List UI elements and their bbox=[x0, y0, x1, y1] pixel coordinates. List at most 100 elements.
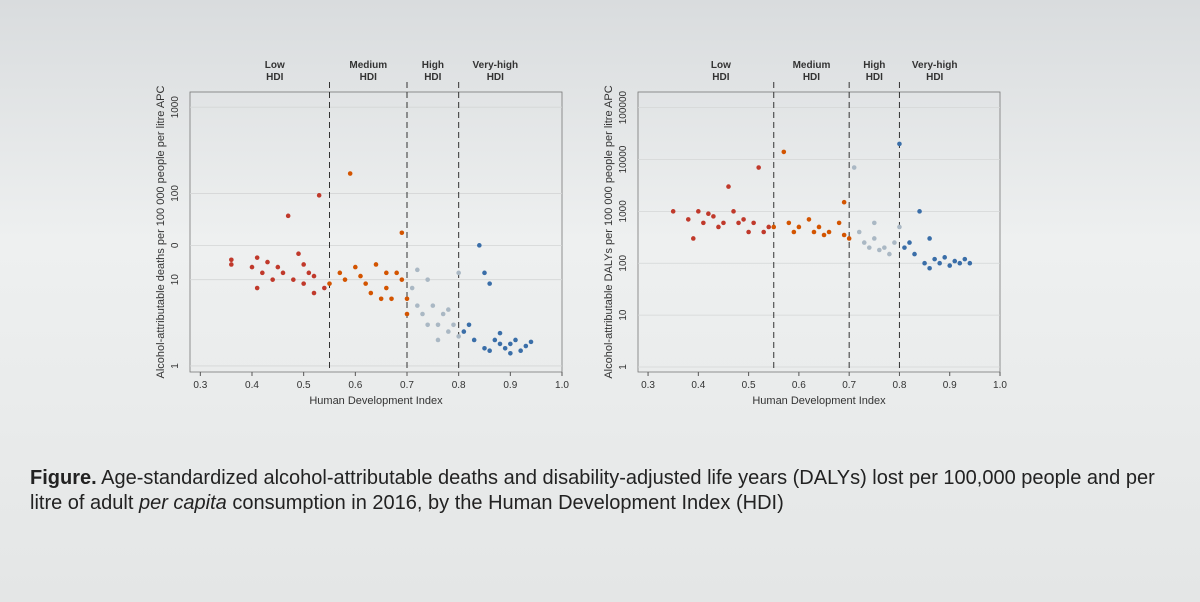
point bbox=[296, 251, 301, 257]
x-axis-label: Human Development Index bbox=[309, 395, 443, 407]
x-tick-label: 0.3 bbox=[641, 380, 655, 391]
point bbox=[466, 322, 472, 328]
point bbox=[942, 255, 947, 260]
point bbox=[736, 220, 741, 226]
region-label: Medium bbox=[793, 60, 831, 71]
point bbox=[492, 337, 498, 343]
x-tick-label: 0.9 bbox=[943, 380, 957, 391]
point bbox=[846, 236, 852, 241]
point bbox=[482, 346, 487, 351]
plot-area bbox=[189, 91, 563, 373]
region-label: Very-high bbox=[473, 60, 519, 71]
point bbox=[781, 149, 787, 155]
point bbox=[373, 262, 379, 267]
point bbox=[487, 348, 492, 354]
point bbox=[487, 281, 492, 286]
point bbox=[937, 260, 942, 266]
x-tick-label: 0.7 bbox=[842, 380, 856, 391]
region-label: High bbox=[422, 60, 444, 71]
point bbox=[523, 343, 529, 349]
point bbox=[435, 337, 441, 343]
point bbox=[821, 232, 827, 238]
x-axis-label: Human Development Index bbox=[752, 395, 886, 407]
plot-area bbox=[637, 91, 1001, 373]
caption-text: consumption in 2016, by the Human Develo… bbox=[226, 492, 784, 514]
point bbox=[270, 277, 275, 282]
point bbox=[322, 285, 327, 291]
point bbox=[502, 346, 508, 351]
y-tick-label: 100000 bbox=[618, 90, 629, 124]
point bbox=[766, 224, 772, 230]
caption-label: Figure. bbox=[30, 467, 97, 489]
region-label: HDI bbox=[803, 72, 820, 83]
point bbox=[721, 220, 726, 226]
point bbox=[508, 351, 513, 356]
region-label: HDI bbox=[926, 72, 943, 83]
point bbox=[306, 270, 312, 276]
y-tick-label: 10 bbox=[618, 309, 629, 321]
x-tick-label: 0.8 bbox=[452, 380, 466, 391]
point bbox=[461, 329, 467, 334]
point bbox=[716, 224, 721, 230]
point bbox=[967, 260, 973, 266]
point bbox=[254, 255, 260, 260]
point bbox=[841, 232, 847, 238]
point bbox=[404, 311, 410, 317]
y-axis-label: Alcohol-attributable deaths per 100 000 … bbox=[155, 85, 167, 378]
x-tick-label: 0.4 bbox=[245, 380, 259, 391]
caption-text: Age-standardized alcohol-attributable de… bbox=[30, 467, 1155, 514]
region-label: Very-high bbox=[912, 60, 958, 71]
y-tick-label: 100 bbox=[170, 185, 181, 202]
point bbox=[337, 270, 343, 276]
point bbox=[927, 265, 932, 271]
region-label: HDI bbox=[866, 72, 883, 83]
point bbox=[528, 339, 534, 345]
point bbox=[415, 267, 420, 273]
point bbox=[691, 236, 696, 241]
point bbox=[456, 270, 461, 276]
point bbox=[451, 322, 456, 328]
point bbox=[249, 264, 255, 270]
point bbox=[404, 296, 410, 302]
point bbox=[917, 209, 922, 214]
point bbox=[280, 270, 286, 276]
point bbox=[811, 229, 817, 235]
point bbox=[791, 229, 797, 235]
point bbox=[497, 330, 503, 336]
point bbox=[415, 303, 420, 308]
point bbox=[311, 290, 317, 296]
point bbox=[394, 270, 399, 276]
point bbox=[922, 260, 927, 266]
point bbox=[456, 334, 461, 339]
y-tick-label: 1000 bbox=[170, 96, 181, 119]
region-label: HDI bbox=[712, 72, 729, 83]
x-tick-label: 0.5 bbox=[297, 380, 311, 391]
x-tick-label: 0.3 bbox=[193, 380, 207, 391]
region-label: Low bbox=[711, 60, 731, 71]
point bbox=[711, 214, 716, 219]
x-tick-label: 0.6 bbox=[348, 380, 362, 391]
point bbox=[342, 277, 348, 282]
point bbox=[872, 236, 877, 241]
point bbox=[746, 229, 751, 235]
point bbox=[897, 141, 902, 147]
x-tick-label: 0.5 bbox=[742, 380, 756, 391]
point bbox=[872, 220, 877, 226]
point bbox=[275, 264, 281, 270]
point bbox=[482, 270, 487, 276]
point bbox=[254, 285, 260, 291]
point bbox=[316, 193, 322, 198]
point bbox=[806, 217, 812, 222]
x-tick-label: 0.7 bbox=[400, 380, 414, 391]
caption-italic: per capita bbox=[138, 492, 227, 514]
point bbox=[508, 341, 513, 347]
x-tick-label: 0.4 bbox=[691, 380, 705, 391]
point bbox=[409, 285, 415, 291]
point bbox=[384, 270, 389, 276]
point bbox=[327, 281, 332, 286]
point bbox=[756, 165, 761, 170]
point bbox=[957, 260, 963, 266]
point bbox=[826, 229, 832, 235]
point bbox=[285, 213, 291, 219]
